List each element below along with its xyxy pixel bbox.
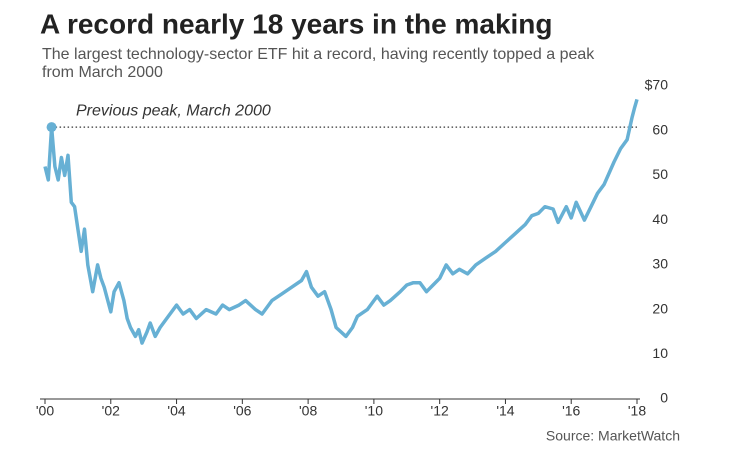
y-tick-label: 60 [652,121,668,137]
y-tick-label: 30 [652,256,668,272]
x-tick-label: '16 [562,403,580,419]
y-tick-label: $70 [645,77,669,93]
peak-marker [46,122,57,133]
y-tick-label: 40 [652,211,668,227]
x-tick-label: '00 [36,403,54,419]
annotation: Previous peak, March 2000 [76,102,271,119]
y-tick-label: 50 [652,166,668,182]
chart-title: A record nearly 18 years in the making [40,8,553,39]
line [43,98,639,345]
x-tick-label: '02 [102,403,120,419]
x-tick-label: '14 [496,403,514,419]
x-tick-label: '08 [299,403,317,419]
x-tick-label: '10 [365,403,383,419]
y-tick-label: 10 [652,345,668,361]
x-tick-label: '04 [167,403,185,419]
y-tick-label: 20 [652,300,668,316]
y-tick-label: 0 [660,390,668,406]
subtitle: The largest technology-sector ETF hit a … [42,46,595,63]
subtitle: from March 2000 [42,64,163,81]
x-tick-label: '12 [431,403,449,419]
x-tick-label: '18 [628,403,646,419]
x-tick-label: '06 [233,403,251,419]
source: Source: MarketWatch [546,428,680,444]
